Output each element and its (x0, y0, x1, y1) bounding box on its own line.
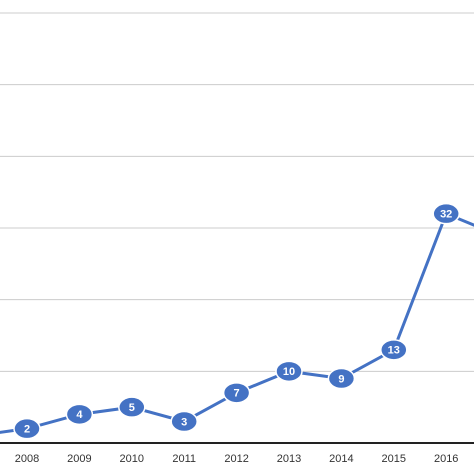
marker (222, 382, 251, 404)
data-label: 13 (388, 345, 400, 357)
x-tick-label: 2016 (434, 453, 458, 465)
data-point: 2 (13, 417, 41, 440)
marker (13, 417, 41, 440)
data-label: 3 (181, 416, 187, 428)
data-point: 4 (65, 403, 94, 426)
data-point: 9 (327, 367, 356, 390)
marker (65, 403, 94, 426)
data-label: 7 (234, 388, 240, 400)
marker (432, 202, 460, 225)
data-point: 7 (222, 382, 251, 404)
marker (118, 396, 146, 418)
data-point: 3 (170, 410, 198, 433)
data-label: 4 (76, 409, 83, 421)
data-point: 32 (432, 202, 460, 225)
x-tick-label: 2011 (172, 453, 196, 465)
data-label: 5 (129, 402, 135, 414)
data-point: 5 (118, 396, 146, 418)
x-tick-label: 2010 (120, 453, 144, 465)
data-point: 10 (275, 360, 303, 383)
data-label: 32 (440, 209, 452, 221)
data-label: 2 (24, 424, 30, 436)
x-tick-label: 2009 (67, 453, 91, 465)
marker (170, 410, 198, 433)
marker (275, 360, 303, 383)
data-point: 13 (380, 339, 408, 361)
x-tick-label: 2013 (277, 453, 301, 465)
data-label: 9 (338, 373, 344, 385)
x-tick-label: 2012 (224, 453, 248, 465)
x-tick-label: 2015 (382, 453, 406, 465)
x-tick-label: 2008 (15, 453, 39, 465)
data-label: 10 (283, 366, 295, 378)
marker (327, 367, 356, 390)
marker (380, 339, 408, 361)
x-tick-label: 2014 (329, 453, 353, 465)
